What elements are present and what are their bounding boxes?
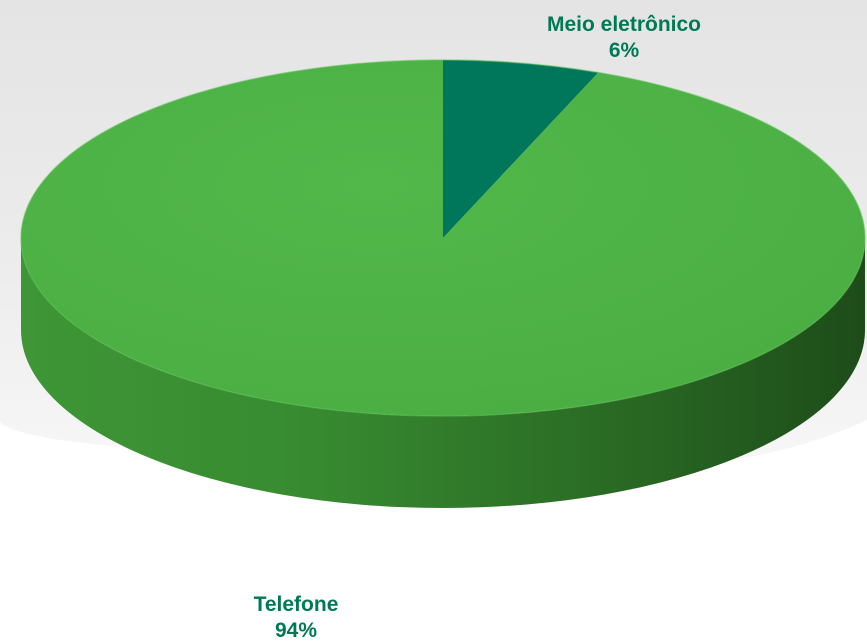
slice-label-name: Meio eletrônico [546, 13, 702, 36]
pie-top-face [20, 59, 866, 417]
pie-slice-side-telefone [21, 238, 865, 508]
slice-label-name: Telefone [253, 593, 339, 616]
pie-slice-meio-eletr-nico [443, 60, 599, 238]
slice-label-meio-eletronico: Meio eletrônico 6% [514, 12, 734, 64]
pie-slice-telefone [21, 60, 866, 416]
pie-rim [20, 59, 866, 417]
slice-label-percent: 94% [274, 619, 318, 642]
slice-label-telefone: Telefone 94% [186, 592, 406, 644]
slice-label-percent: 6% [608, 39, 640, 62]
pie-side-wall [21, 238, 865, 508]
